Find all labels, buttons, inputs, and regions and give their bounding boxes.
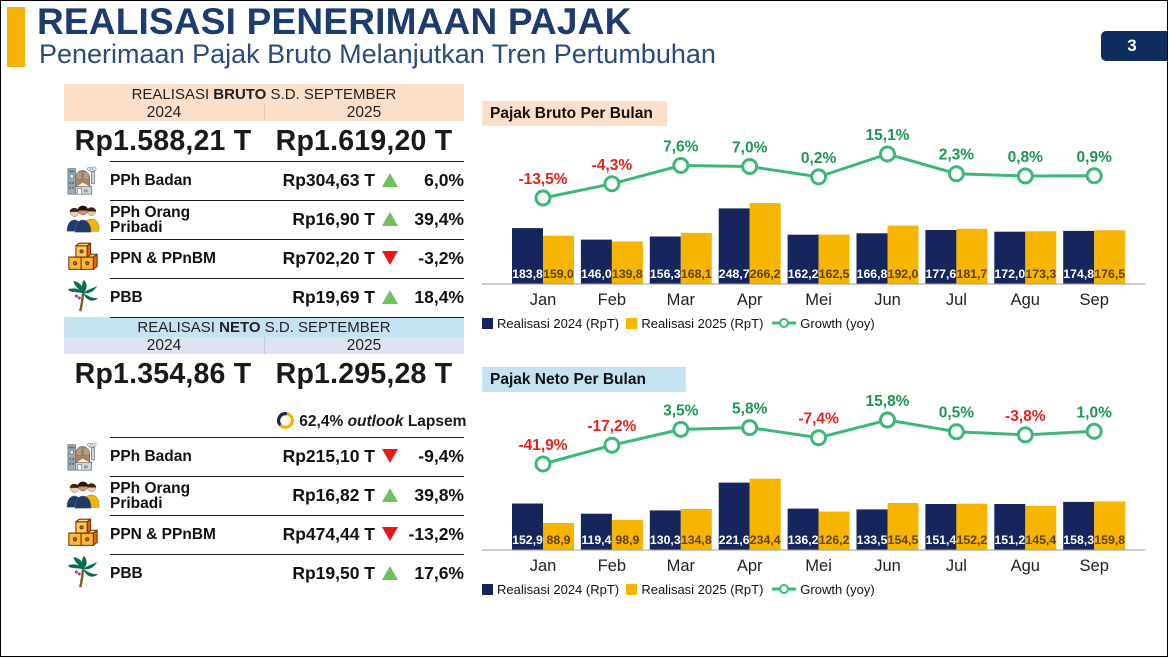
svg-text:Sep: Sep [1080, 291, 1109, 309]
svg-text:Mei: Mei [805, 291, 832, 309]
svg-text:15,1%: 15,1% [866, 127, 910, 144]
svg-text:-7,4%: -7,4% [798, 411, 839, 428]
svg-text:177,6: 177,6 [926, 267, 957, 281]
svg-text:3,5%: 3,5% [663, 402, 699, 419]
svg-text:133,5: 133,5 [857, 533, 888, 547]
svg-text:7,6%: 7,6% [663, 139, 699, 156]
svg-text:98,9: 98,9 [615, 533, 639, 547]
svg-text:248,7: 248,7 [719, 267, 750, 281]
svg-text:Mei: Mei [805, 557, 832, 575]
svg-text:Feb: Feb [598, 557, 626, 575]
svg-text:266,2: 266,2 [750, 267, 781, 281]
svg-text:145,4: 145,4 [1025, 533, 1056, 547]
svg-text:130,3: 130,3 [650, 533, 681, 547]
svg-text:156,3: 156,3 [650, 267, 681, 281]
svg-text:154,5: 154,5 [888, 533, 919, 547]
svg-text:-4,3%: -4,3% [592, 157, 633, 174]
svg-text:221,6: 221,6 [719, 533, 750, 547]
svg-text:192,0: 192,0 [888, 267, 919, 281]
svg-text:159,8: 159,8 [1094, 533, 1125, 547]
svg-text:0,5%: 0,5% [939, 405, 975, 422]
svg-text:Jan: Jan [530, 291, 557, 309]
svg-text:Sep: Sep [1080, 557, 1109, 575]
svg-text:Jun: Jun [874, 557, 901, 575]
svg-text:15,8%: 15,8% [866, 393, 910, 410]
svg-text:88,9: 88,9 [547, 533, 571, 547]
svg-text:176,5: 176,5 [1094, 267, 1125, 281]
svg-text:1,0%: 1,0% [1077, 404, 1113, 421]
svg-text:151,2: 151,2 [994, 533, 1025, 547]
svg-text:168,1: 168,1 [681, 267, 712, 281]
svg-text:181,7: 181,7 [957, 267, 988, 281]
svg-text:126,2: 126,2 [819, 533, 850, 547]
svg-text:-3,8%: -3,8% [1005, 408, 1046, 425]
svg-text:162,5: 162,5 [819, 267, 850, 281]
svg-text:0,8%: 0,8% [1008, 149, 1044, 166]
svg-text:0,9%: 0,9% [1077, 149, 1113, 166]
svg-text:Agu: Agu [1011, 291, 1040, 309]
svg-text:151,4: 151,4 [926, 533, 957, 547]
svg-text:152,2: 152,2 [957, 533, 988, 547]
svg-text:158,3: 158,3 [1063, 533, 1094, 547]
svg-text:7,0%: 7,0% [732, 140, 768, 157]
svg-text:162,2: 162,2 [788, 267, 819, 281]
svg-text:166,8: 166,8 [857, 267, 888, 281]
svg-text:159,0: 159,0 [543, 267, 574, 281]
svg-text:Apr: Apr [737, 557, 763, 575]
svg-text:Apr: Apr [737, 291, 763, 309]
svg-text:Feb: Feb [598, 291, 626, 309]
svg-text:134,8: 134,8 [681, 533, 712, 547]
svg-text:2,3%: 2,3% [939, 147, 975, 164]
svg-text:146,0: 146,0 [581, 267, 612, 281]
svg-text:Jul: Jul [946, 557, 967, 575]
svg-text:234,4: 234,4 [750, 533, 781, 547]
svg-text:Jul: Jul [946, 291, 967, 309]
svg-text:Jun: Jun [874, 291, 901, 309]
svg-text:136,2: 136,2 [788, 533, 819, 547]
svg-text:173,3: 173,3 [1025, 267, 1056, 281]
svg-text:-13,5%: -13,5% [518, 171, 567, 188]
svg-text:0,2%: 0,2% [801, 150, 837, 167]
svg-text:-41,9%: -41,9% [518, 437, 567, 454]
svg-text:183,8: 183,8 [512, 267, 543, 281]
svg-text:172,0: 172,0 [994, 267, 1025, 281]
svg-text:-17,2%: -17,2% [587, 418, 636, 435]
svg-text:5,8%: 5,8% [732, 401, 768, 418]
svg-text:139,8: 139,8 [612, 267, 643, 281]
svg-text:152,9: 152,9 [512, 533, 543, 547]
svg-text:Mar: Mar [667, 291, 696, 309]
svg-text:174,8: 174,8 [1063, 267, 1094, 281]
svg-text:119,4: 119,4 [581, 533, 611, 547]
svg-text:Mar: Mar [667, 557, 696, 575]
svg-text:Agu: Agu [1011, 557, 1040, 575]
svg-text:Jan: Jan [530, 557, 557, 575]
